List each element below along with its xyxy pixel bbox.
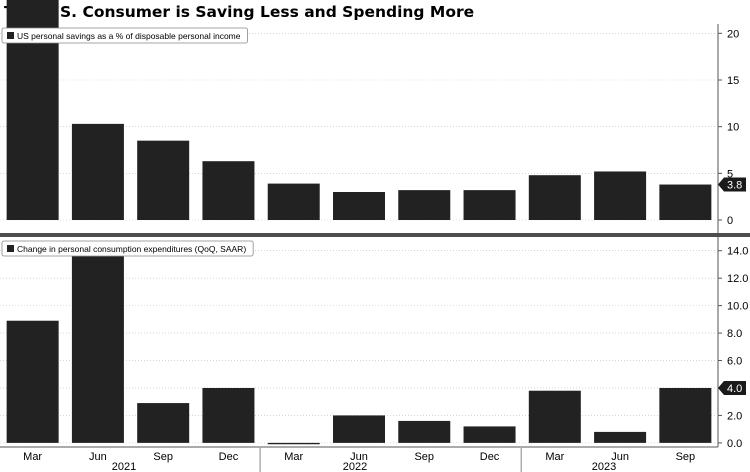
bar: [528, 390, 581, 443]
panel-1: 0 5 10 15 20 3.8 US personal savings as a % of…: [0, 0, 746, 227]
last-value-marker: [718, 177, 746, 192]
legend-swatch: [7, 245, 14, 252]
bar: [333, 415, 385, 443]
x-year-label: 2023: [592, 461, 616, 472]
legend-box: [1, 27, 248, 44]
x-tick-label: Mar: [284, 451, 303, 463]
y-tick-label: 15: [727, 75, 739, 87]
x-tick-label: Mar: [23, 451, 42, 463]
x-year-label: 2022: [343, 461, 367, 472]
x-tick-label: Mar: [545, 451, 564, 463]
y-tick-label: 10: [727, 122, 739, 134]
bar: [463, 190, 516, 220]
bar: [528, 175, 581, 220]
legend-label: Change in personal consumption expenditu…: [17, 244, 246, 254]
bar: [594, 171, 647, 220]
bar: [137, 403, 190, 443]
x-tick-label: Jun: [350, 451, 368, 463]
x-tick-label: Dec: [219, 451, 239, 463]
x-tick-label: Dec: [480, 451, 500, 463]
bar: [398, 190, 451, 220]
x-tick-label: Sep: [414, 451, 434, 463]
x-axis: Mar Jun Sep Dec Mar Jun Sep Dec Mar Jun Sep 2021 202…: [0, 446, 718, 472]
y-tick-label: 8.0: [727, 328, 742, 340]
legend-box: [1, 240, 254, 257]
bar: [71, 123, 124, 220]
panel-divider: [0, 233, 750, 237]
y-tick-label: 20: [727, 28, 739, 40]
y-tick-label: 2.0: [727, 410, 742, 422]
legend: Change in personal consumption expenditu…: [1, 240, 254, 257]
x-tick-label: Sep: [676, 451, 696, 463]
x-tick-label: Jun: [89, 451, 107, 463]
bar: [398, 420, 451, 443]
x-year-label: 2021: [112, 461, 136, 472]
y-tick-label: 0.0: [727, 438, 742, 450]
y-tick-label: 12.0: [727, 273, 748, 285]
page-title: The U.S. Consumer is Saving Less and Spe…: [4, 3, 475, 21]
bar: [267, 183, 320, 220]
legend: US personal savings as a % of disposable…: [1, 27, 248, 44]
last-value-marker: [718, 380, 746, 395]
bar: [71, 256, 124, 443]
bar: [202, 387, 255, 443]
bar: [333, 192, 385, 220]
x-tick-label: Sep: [153, 451, 173, 463]
bar: [463, 426, 516, 443]
legend-label: US personal savings as a % of disposable…: [17, 31, 241, 41]
bar: [594, 431, 647, 443]
y-tick-label: 5: [727, 168, 733, 180]
last-value-label: 4.0: [727, 383, 742, 395]
bar: [137, 140, 190, 220]
y-tick-label: 0: [727, 215, 733, 227]
last-value-label: 3.8: [727, 180, 742, 192]
bar: [659, 184, 712, 220]
y-tick-label: 10.0: [727, 301, 748, 313]
x-tick-label: Jun: [611, 451, 629, 463]
bar: [6, 320, 59, 443]
bar: [202, 161, 255, 220]
y-tick-label: 14.0: [727, 246, 748, 258]
y-tick-label: 6.0: [727, 356, 742, 368]
bar: [659, 387, 712, 443]
bar: [267, 442, 320, 445]
legend-swatch: [7, 32, 14, 39]
